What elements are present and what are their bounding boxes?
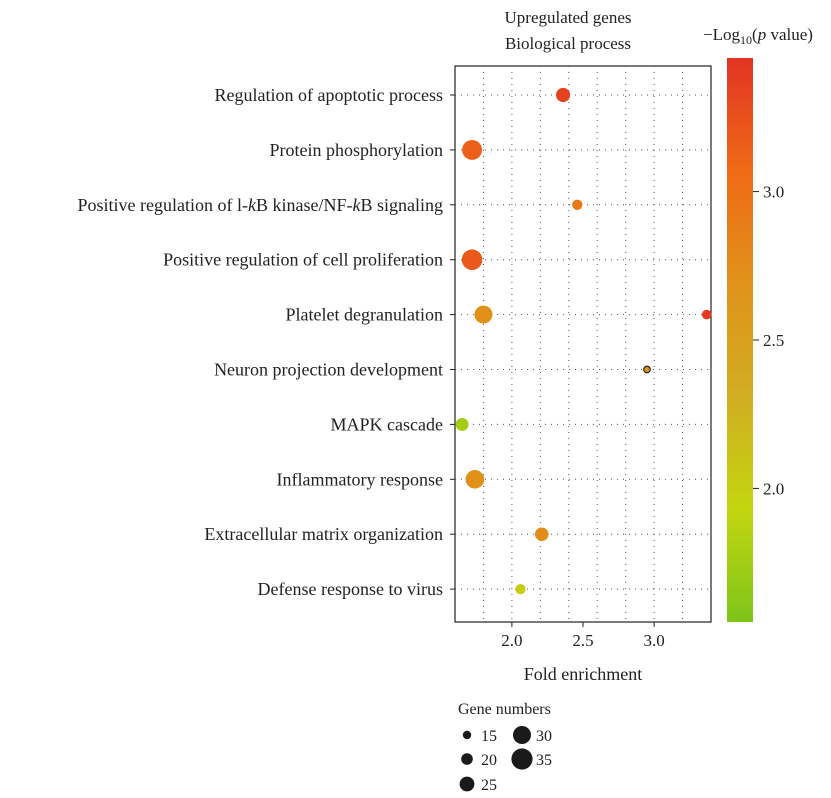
colorbar-tick-label: 2.0: [763, 479, 784, 498]
data-point: [455, 417, 469, 431]
x-tick-label: 2.5: [572, 631, 593, 650]
size-legend-label: 25: [481, 777, 497, 794]
size-legend-marker: [513, 726, 531, 744]
size-legend: Gene numbers 15 20 25 30 35: [458, 701, 552, 794]
size-legend-marker: [459, 776, 475, 792]
y-category-label: Platelet degranulation: [286, 305, 443, 325]
y-category-label: Positive regulation of l-kB kinase/NF-kB…: [77, 195, 443, 215]
data-point: [462, 139, 483, 160]
colorbar-tick-label: 3.0: [763, 183, 784, 202]
data-point: [572, 199, 583, 210]
x-tick-label: 3.0: [643, 631, 664, 650]
data-point: [465, 469, 485, 489]
y-category-label: Defense response to virus: [258, 579, 443, 599]
chart-title-line-2: Biological process: [505, 34, 631, 53]
data-point: [474, 305, 493, 324]
y-axis-category-labels: Regulation of apoptotic process Protein p…: [77, 85, 455, 599]
size-legend-marker: [511, 748, 533, 770]
y-category-label: Inflammatory response: [277, 469, 443, 489]
colorbar-title: −Log10(p value): [703, 25, 813, 47]
x-axis-label: Fold enrichment: [524, 664, 642, 684]
chart-title: Upregulated genes Biological process: [505, 8, 632, 53]
data-point: [556, 87, 571, 103]
size-legend-title: Gene numbers: [458, 701, 551, 718]
size-legend-label: 30: [536, 728, 552, 745]
y-category-label: Extracellular matrix organization: [204, 524, 443, 544]
colorbar-gradient: [727, 58, 753, 622]
y-category-label: Regulation of apoptotic process: [215, 85, 443, 105]
data-point: [643, 365, 651, 374]
y-category-label: Neuron projection development: [214, 360, 443, 380]
size-legend-marker: [461, 753, 473, 765]
y-category-label: MAPK cascade: [331, 414, 443, 434]
plot-area: [454, 65, 712, 623]
colorbar: −Log10(p value) 2.0 2.5 3.0: [703, 25, 813, 622]
data-point: [461, 249, 483, 270]
data-point: [534, 527, 549, 541]
chart-title-line-1: Upregulated genes: [505, 8, 632, 27]
x-tick-label: 2.0: [501, 631, 522, 650]
y-category-label: Positive regulation of cell proliferatio…: [163, 250, 443, 270]
y-category-label: Protein phosphorylation: [270, 140, 444, 160]
size-legend-label: 35: [536, 752, 552, 769]
size-legend-label: 15: [481, 728, 497, 745]
plot-frame: [454, 65, 712, 623]
colorbar-tick-label: 2.5: [763, 331, 784, 350]
size-legend-marker: [462, 730, 472, 740]
size-legend-label: 20: [481, 752, 497, 769]
data-point: [515, 583, 526, 595]
data-point: [701, 309, 712, 320]
